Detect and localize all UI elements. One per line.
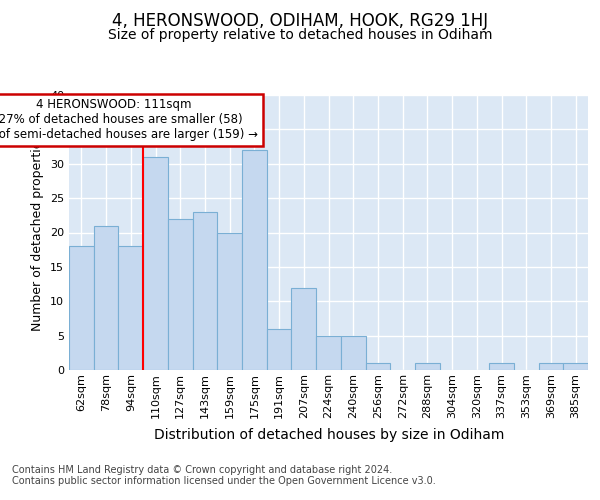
Bar	[489, 363, 514, 370]
Bar	[193, 212, 217, 370]
Y-axis label: Number of detached properties: Number of detached properties	[31, 134, 44, 331]
Bar	[143, 157, 168, 370]
Bar	[94, 226, 118, 370]
Bar	[217, 232, 242, 370]
Text: Size of property relative to detached houses in Odiham: Size of property relative to detached ho…	[108, 28, 492, 42]
Bar	[118, 246, 143, 370]
Bar	[415, 363, 440, 370]
Bar	[316, 336, 341, 370]
Text: Distribution of detached houses by size in Odiham: Distribution of detached houses by size …	[154, 428, 504, 442]
Text: Contains public sector information licensed under the Open Government Licence v3: Contains public sector information licen…	[12, 476, 436, 486]
Bar	[242, 150, 267, 370]
Bar	[365, 363, 390, 370]
Bar	[341, 336, 365, 370]
Bar	[563, 363, 588, 370]
Bar	[292, 288, 316, 370]
Text: Contains HM Land Registry data © Crown copyright and database right 2024.: Contains HM Land Registry data © Crown c…	[12, 465, 392, 475]
Bar	[69, 246, 94, 370]
Text: 4 HERONSWOOD: 111sqm
← 27% of detached houses are smaller (58)
73% of semi-detac: 4 HERONSWOOD: 111sqm ← 27% of detached h…	[0, 98, 258, 142]
Bar	[539, 363, 563, 370]
Bar	[168, 219, 193, 370]
Bar	[267, 329, 292, 370]
Text: 4, HERONSWOOD, ODIHAM, HOOK, RG29 1HJ: 4, HERONSWOOD, ODIHAM, HOOK, RG29 1HJ	[112, 12, 488, 30]
